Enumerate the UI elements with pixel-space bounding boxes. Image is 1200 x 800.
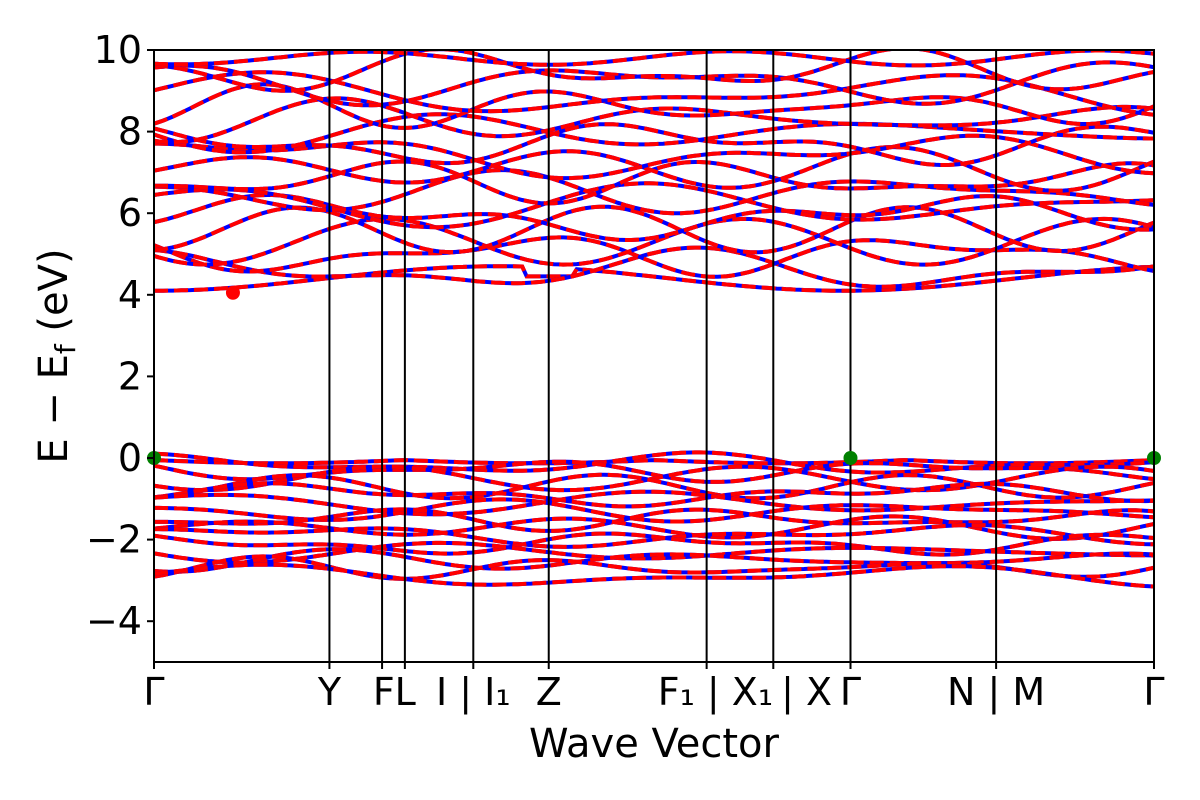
y-axis-title: E − Ef (eV) bbox=[31, 248, 82, 463]
band-line-spin-down bbox=[154, 458, 1154, 466]
x-tick-label: Γ bbox=[143, 670, 164, 714]
x-tick-label: I | I₁ bbox=[436, 670, 511, 715]
band-line-spin-down bbox=[154, 489, 1154, 517]
x-tick-label: Z bbox=[536, 670, 562, 714]
band-line-spin-down bbox=[154, 450, 1154, 475]
band-lines bbox=[154, 50, 1154, 589]
x-tick-label: N | M bbox=[947, 670, 1045, 715]
plot-frame bbox=[153, 49, 1155, 663]
band-line-spin-down bbox=[154, 159, 1154, 206]
band-line-spin-down bbox=[154, 112, 1154, 155]
band-line-spin-down bbox=[154, 472, 1154, 501]
band-line-spin-down bbox=[154, 122, 1154, 167]
band-extrema-markers bbox=[147, 285, 1161, 465]
y-tick-label: 8 bbox=[118, 110, 142, 154]
x-axis-title: Wave Vector bbox=[529, 721, 780, 767]
x-tick-label: F₁ | X₁ bbox=[658, 670, 773, 715]
band-line-spin-down bbox=[154, 168, 1154, 216]
band-line-spin-down bbox=[154, 193, 1154, 242]
band-line-spin-down bbox=[154, 145, 1154, 193]
band-line-spin-down bbox=[154, 82, 1154, 130]
x-tick-label: Γ bbox=[1143, 670, 1164, 714]
y-axis-title-subscript: f bbox=[49, 343, 82, 354]
conduction-band-minimum-marker bbox=[225, 285, 240, 300]
y-tick-label: 4 bbox=[118, 273, 142, 317]
band-line-spin-down bbox=[154, 264, 1154, 293]
band-line-spin-down bbox=[154, 562, 1154, 589]
x-tick-label: Γ bbox=[840, 670, 861, 714]
band-line-spin-down bbox=[154, 507, 1154, 533]
band-line-spin-down bbox=[154, 70, 1154, 117]
band-line-spin-down bbox=[154, 531, 1154, 557]
y-tick-label: 6 bbox=[118, 191, 142, 235]
y-axis-ticks: −4 −2 0 2 4 6 8 10 bbox=[86, 28, 154, 643]
valence-band-maximum-marker bbox=[843, 451, 858, 465]
band-line-spin-down bbox=[154, 50, 1154, 93]
y-axis-title-main: E − E bbox=[31, 354, 77, 464]
band-line-spin-down bbox=[154, 181, 1154, 230]
band-line-spin-down bbox=[154, 547, 1154, 574]
x-tick-label: | X bbox=[781, 670, 832, 715]
y-tick-label: 10 bbox=[94, 28, 142, 72]
band-line-spin-down bbox=[154, 50, 1154, 68]
band-line-spin-down bbox=[154, 245, 1154, 289]
x-tick-label: FL bbox=[373, 670, 416, 714]
band-line-spin-down bbox=[154, 481, 1154, 509]
band-line-spin-down bbox=[154, 204, 1154, 255]
y-tick-label: −2 bbox=[86, 518, 142, 562]
y-tick-label: −4 bbox=[86, 599, 142, 643]
band-line-spin-down bbox=[154, 216, 1154, 267]
band-line-spin-down bbox=[154, 540, 1154, 565]
x-tick-label: Y bbox=[317, 670, 342, 714]
y-tick-label: 2 bbox=[118, 354, 142, 398]
band-line-spin-down bbox=[154, 514, 1154, 541]
high-symmetry-lines bbox=[328, 50, 998, 662]
band-line-spin-up bbox=[154, 216, 1154, 267]
band-line-spin-down bbox=[154, 523, 1154, 549]
y-axis-title-unit: (eV) bbox=[31, 248, 77, 344]
y-tick-label: 0 bbox=[118, 436, 142, 480]
